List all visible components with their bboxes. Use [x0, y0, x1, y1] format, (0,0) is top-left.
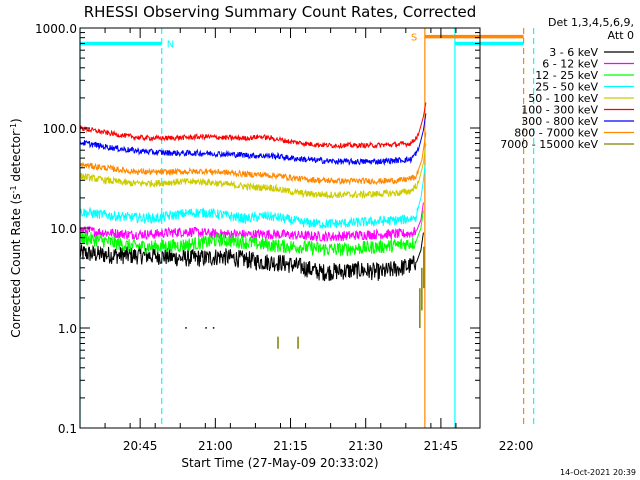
series-line-4 — [79, 162, 426, 229]
legend-header-line-1: Det 1,3,4,5,6,9, — [548, 16, 634, 29]
legend-label-9: 7000 - 15000 keV — [500, 138, 598, 151]
data-dot-2 — [205, 327, 207, 329]
x-tick-label: 21:30 — [348, 439, 383, 453]
legend-label-5: 50 - 100 keV — [528, 92, 598, 105]
y-axis-label-end: ) — [9, 118, 23, 123]
legend-label-6: 100 - 300 keV — [521, 104, 598, 117]
chart-title: RHESSI Observing Summary Count Rates, Co… — [84, 3, 477, 21]
y-axis-label-sup-1: -1 — [9, 185, 18, 193]
x-tick-label: 21:45 — [424, 439, 459, 453]
y-tick-label: 0.1 — [58, 422, 77, 436]
y-tick-label: 10.0 — [50, 222, 77, 236]
series-line-5 — [79, 143, 427, 200]
footer-date: 14-Oct-2021 20:39 — [560, 468, 636, 477]
y-tick-label: 100.0 — [43, 122, 77, 136]
series-line-3 — [79, 210, 424, 257]
y-tick-label: 1000.0 — [35, 22, 77, 36]
x-axis-label: Start Time (27-May-09 20:33:02) — [181, 456, 378, 470]
y-axis-label-sup-2: -1 — [9, 123, 18, 131]
x-tick-label: 21:00 — [198, 439, 233, 453]
legend-label-1: 3 - 6 keV — [549, 46, 598, 59]
legend-label-7: 300 - 800 keV — [521, 115, 598, 128]
legend-label-2: 6 - 12 keV — [542, 58, 598, 71]
legend-label-4: 25 - 50 keV — [535, 81, 598, 94]
legend-label-8: 800 - 7000 keV — [514, 127, 598, 140]
x-tick-label: 20:45 — [123, 439, 158, 453]
flag-label-s: S — [411, 33, 417, 44]
y-axis-label-mid: detector — [9, 131, 23, 186]
flag-label-n: N — [167, 39, 174, 50]
y-tick-label: 1.0 — [58, 322, 77, 336]
y-axis-label: Corrected Count Rate (s-1 detector-1) — [9, 118, 24, 337]
legend-label-3: 12 - 25 keV — [535, 69, 598, 82]
series-line-1 — [79, 232, 424, 282]
series-line-7 — [79, 113, 427, 166]
data-dot-1 — [185, 327, 187, 329]
series-line-2 — [79, 202, 424, 242]
x-tick-label: 22:00 — [499, 439, 534, 453]
x-tick-label: 21:15 — [273, 439, 308, 453]
series-line-8 — [79, 132, 427, 186]
legend-header-line-2: Att 0 — [608, 29, 634, 42]
data-dot-3 — [212, 327, 215, 329]
y-axis-label-main: Corrected Count Rate (s — [9, 193, 23, 337]
series-line-6 — [79, 102, 427, 150]
